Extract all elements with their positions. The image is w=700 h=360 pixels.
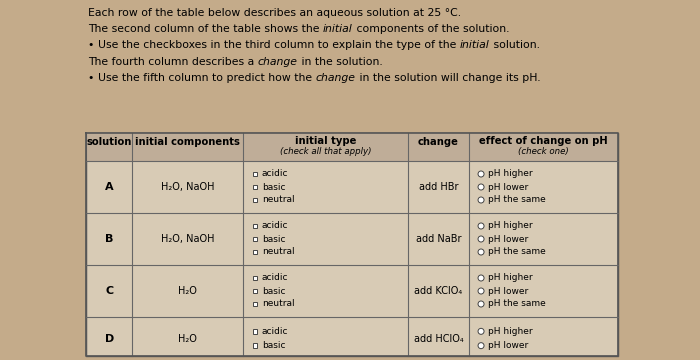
Text: pH higher: pH higher: [488, 170, 533, 179]
Text: (check all that apply): (check all that apply): [279, 147, 371, 156]
Bar: [253, 172, 257, 176]
Bar: [253, 343, 257, 348]
Bar: [253, 185, 257, 189]
Text: basic: basic: [262, 341, 286, 350]
Text: in the solution.: in the solution.: [298, 57, 382, 67]
Text: initial type: initial type: [295, 136, 356, 146]
Bar: [253, 237, 257, 241]
Text: Use the fifth column to predict how the: Use the fifth column to predict how the: [98, 73, 316, 83]
Bar: [253, 198, 257, 202]
Circle shape: [478, 236, 484, 242]
Text: Each row of the table below describes an aqueous solution at 25 °C.: Each row of the table below describes an…: [88, 8, 461, 18]
Text: acidic: acidic: [262, 327, 288, 336]
Text: acidic: acidic: [262, 170, 288, 179]
Text: H₂O, NaOH: H₂O, NaOH: [161, 234, 214, 244]
Text: •: •: [88, 40, 98, 50]
Text: solution: solution: [87, 137, 132, 147]
Text: pH the same: pH the same: [488, 300, 546, 309]
Text: basic: basic: [262, 234, 286, 243]
Circle shape: [478, 343, 484, 349]
Text: effect of change on pH: effect of change on pH: [480, 136, 608, 146]
Text: basic: basic: [262, 287, 286, 296]
Text: initial components: initial components: [135, 137, 240, 147]
Text: initial: initial: [460, 40, 489, 50]
Bar: [253, 289, 257, 293]
Text: acidic: acidic: [262, 221, 288, 230]
Text: H₂O, NaOH: H₂O, NaOH: [161, 182, 214, 192]
Text: •: •: [88, 73, 98, 83]
Text: neutral: neutral: [262, 248, 295, 256]
Circle shape: [478, 197, 484, 203]
Text: pH lower: pH lower: [488, 341, 528, 350]
Text: pH the same: pH the same: [488, 195, 546, 204]
Text: components of the solution.: components of the solution.: [353, 24, 510, 34]
Text: D: D: [104, 333, 114, 343]
Text: pH higher: pH higher: [488, 327, 533, 336]
Circle shape: [478, 301, 484, 307]
Text: pH lower: pH lower: [488, 183, 528, 192]
Text: The second column of the table shows the: The second column of the table shows the: [88, 24, 323, 34]
Circle shape: [478, 328, 484, 334]
Text: basic: basic: [262, 183, 286, 192]
Text: change: change: [258, 57, 298, 67]
Text: add HClO₄: add HClO₄: [414, 333, 463, 343]
Circle shape: [478, 223, 484, 229]
Text: C: C: [105, 286, 113, 296]
Circle shape: [478, 171, 484, 177]
Text: pH higher: pH higher: [488, 221, 533, 230]
Circle shape: [478, 275, 484, 281]
Text: change: change: [316, 73, 356, 83]
Text: Use the checkboxes in the third column to explain the type of the: Use the checkboxes in the third column t…: [98, 40, 460, 50]
Bar: [253, 276, 257, 280]
Bar: [253, 302, 257, 306]
Text: pH lower: pH lower: [488, 234, 528, 243]
Text: neutral: neutral: [262, 195, 295, 204]
Text: change: change: [418, 137, 459, 147]
Circle shape: [478, 184, 484, 190]
Text: B: B: [105, 234, 113, 244]
Text: (check one): (check one): [518, 147, 569, 156]
Bar: [253, 329, 257, 334]
Bar: [86, 133, 618, 161]
Text: solution.: solution.: [489, 40, 540, 50]
Text: add NaBr: add NaBr: [416, 234, 461, 244]
Text: pH higher: pH higher: [488, 274, 533, 283]
Bar: [86, 133, 618, 356]
Text: The fourth column describes a: The fourth column describes a: [88, 57, 258, 67]
Bar: [253, 250, 257, 254]
Text: neutral: neutral: [262, 300, 295, 309]
Text: in the solution will change its pH.: in the solution will change its pH.: [356, 73, 540, 83]
Text: pH the same: pH the same: [488, 248, 546, 256]
Text: add HBr: add HBr: [419, 182, 458, 192]
Bar: [253, 224, 257, 228]
Text: H₂O: H₂O: [178, 333, 197, 343]
Text: H₂O: H₂O: [178, 286, 197, 296]
Circle shape: [478, 288, 484, 294]
Circle shape: [478, 249, 484, 255]
Text: pH lower: pH lower: [488, 287, 528, 296]
Text: initial: initial: [323, 24, 353, 34]
Text: add KClO₄: add KClO₄: [414, 286, 463, 296]
Text: A: A: [105, 182, 113, 192]
Text: acidic: acidic: [262, 274, 288, 283]
